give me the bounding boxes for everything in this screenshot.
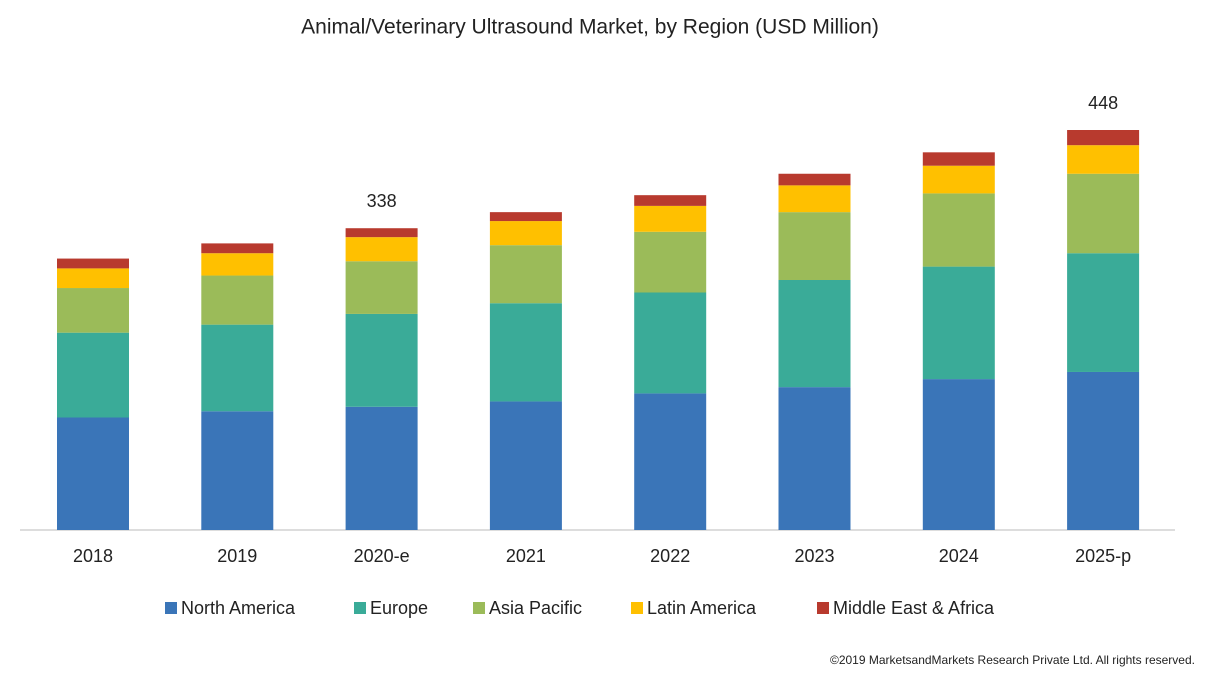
bar-segment [778, 185, 851, 213]
legend-swatch [354, 602, 366, 614]
bar-segment [922, 165, 995, 194]
legend-label: Middle East & Africa [833, 598, 995, 618]
legend-swatch [631, 602, 643, 614]
bar-segment [489, 221, 562, 246]
bar-segment [489, 212, 562, 222]
bar-segment [922, 193, 995, 267]
x-tick-label: 2019 [217, 546, 257, 566]
bar-segment [57, 332, 129, 418]
bar-segment [201, 243, 274, 254]
x-tick-label: 2022 [650, 546, 690, 566]
total-label: 338 [367, 191, 397, 211]
bar-segment [922, 266, 995, 380]
bar-segment [489, 303, 562, 402]
bar-segment [922, 379, 995, 530]
bar-segment [778, 173, 851, 186]
legend-swatch [473, 602, 485, 614]
bar-segment [345, 237, 418, 262]
bar-segment [345, 313, 418, 407]
bar-segment [1067, 173, 1140, 254]
bar-segment [57, 288, 129, 333]
bar-segment [57, 268, 129, 289]
bar-segment [57, 258, 129, 269]
bar-segment [922, 152, 995, 166]
bar-segment [778, 212, 851, 280]
legend-label: Asia Pacific [489, 598, 582, 618]
total-label: 448 [1088, 93, 1118, 113]
x-tick-label: 2018 [73, 546, 113, 566]
bar-segment [201, 324, 274, 412]
legend-swatch [165, 602, 177, 614]
legend-label: North America [181, 598, 296, 618]
bar-segment [345, 228, 418, 238]
bar-segment [634, 292, 707, 394]
legend-label: Europe [370, 598, 428, 618]
chart-title: Animal/Veterinary Ultrasound Market, by … [301, 16, 879, 39]
x-tick-label: 2021 [506, 546, 546, 566]
bar-segment [634, 195, 707, 206]
x-tick-label: 2020-e [354, 546, 410, 566]
bar-segment [489, 401, 562, 530]
x-tick-label: 2023 [794, 546, 834, 566]
bar-segment [1067, 371, 1140, 530]
bar-segment [345, 261, 418, 314]
x-tick-label: 2025-p [1075, 546, 1131, 566]
bar-segment [489, 245, 562, 304]
bar-segment [345, 406, 418, 530]
bar-segment [1067, 130, 1140, 146]
legend-swatch [817, 602, 829, 614]
bar-segment [1067, 145, 1140, 174]
bar-segment [1067, 253, 1140, 372]
bar-segment [201, 253, 274, 276]
bar-segment [778, 280, 851, 388]
bar-segment [201, 411, 274, 530]
bar-segment [634, 231, 707, 293]
bar-segment [57, 417, 129, 530]
bar-segment [201, 275, 274, 325]
source-note: ©2019 MarketsandMarkets Research Private… [830, 653, 1195, 667]
x-tick-label: 2024 [939, 546, 979, 566]
bar-segment [634, 393, 707, 530]
bar-segment [778, 387, 851, 530]
legend-label: Latin America [647, 598, 757, 618]
bar-segment [634, 205, 707, 232]
